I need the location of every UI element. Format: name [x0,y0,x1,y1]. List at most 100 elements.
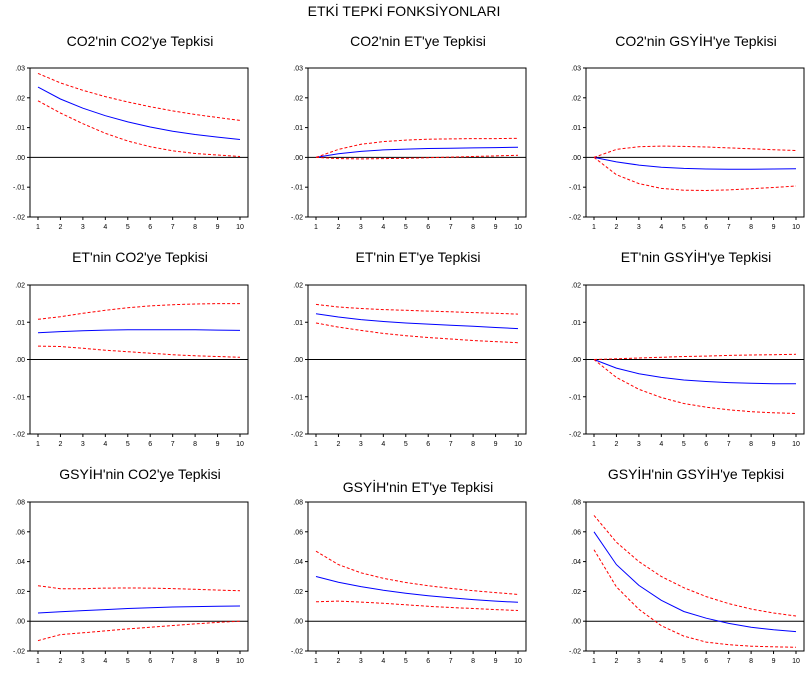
panel-title-co2-et: CO2'nin ET'ye Tepkisi [350,33,486,49]
upper-band-line [37,303,240,320]
y-tick-label: -.01 [569,185,581,192]
panel-title-et-et: ET'nin ET'ye Tepkisi [355,249,481,265]
y-tick-label: .08 [15,500,25,507]
lower-band-line [315,154,519,160]
lower-band-line [37,100,241,157]
y-tick-label: .06 [571,529,581,536]
x-tick-label: 9 [494,441,498,448]
upper-band-line [593,515,797,617]
y-tick-label: -.02 [13,649,25,656]
response-line [315,146,519,158]
x-tick-label: 10 [514,224,522,231]
y-tick-label: -.01 [291,185,303,192]
x-tick-label: 7 [449,658,453,665]
x-tick-label: 3 [359,441,363,448]
x-tick-label: 3 [359,658,363,665]
x-tick-label: 1 [314,441,318,448]
y-tick-label: .00 [571,155,581,162]
x-tick-label: 9 [772,441,776,448]
x-tick-label: 8 [193,441,197,448]
x-tick-label: 5 [404,441,408,448]
y-tick-label: .02 [15,283,25,290]
x-tick-label: 5 [126,441,130,448]
x-tick-label: 5 [682,441,686,448]
x-tick-label: 6 [704,658,708,665]
panel-co2-gsyih: .03 .02 .01 .00 -.01 -.02 1 2 3 4 5 6 7 8 9 10 [569,66,805,231]
response-line [315,576,519,603]
x-tick-label: 10 [792,441,800,448]
x-tick-label: 1 [314,658,318,665]
plot-frame [585,501,805,652]
x-tick-label: 1 [314,224,318,231]
lower-band-line [37,620,241,642]
response-line [37,329,241,334]
panel-et-co2: .02 .01 .00 -.01 -.02 1 2 3 4 5 6 7 8 9 10 [13,283,249,448]
y-tick-label: .06 [293,529,303,536]
x-tick-label: 6 [426,658,430,665]
x-tick-label: 4 [381,441,385,448]
x-tick-label: 6 [148,441,152,448]
x-tick-label: 6 [704,224,708,231]
x-tick-label: 8 [471,441,475,448]
y-tick-label: .02 [571,589,581,596]
lower-band-line [593,359,797,414]
y-tick-label: .02 [571,95,581,102]
y-tick-label: .00 [293,619,303,626]
x-tick-label: 9 [772,658,776,665]
panel-title-et-co2: ET'nin CO2'ye Tepkisi [72,249,208,265]
x-tick-label: 9 [494,224,498,231]
x-tick-label: 2 [336,224,340,231]
x-tick-label: 4 [103,658,107,665]
x-tick-label: 3 [81,224,85,231]
y-tick-label: -.01 [569,394,581,401]
x-tick-label: 8 [471,224,475,231]
y-tick-label: .03 [15,66,25,73]
x-tick-label: 7 [449,441,453,448]
x-tick-label: 2 [336,441,340,448]
y-tick-label: .08 [293,500,303,507]
x-tick-label: 6 [426,441,430,448]
x-tick-label: 3 [637,658,641,665]
x-tick-label: 4 [103,441,107,448]
response-line [593,156,797,170]
x-tick-label: 9 [216,224,220,231]
x-tick-label: 1 [592,441,596,448]
y-tick-label: .01 [571,320,581,327]
y-tick-label: -.02 [569,432,581,439]
y-tick-label: -.02 [569,215,581,222]
upper-band-line [315,550,519,595]
x-tick-label: 1 [36,658,40,665]
plot-frame [585,67,805,218]
panel-title-gsyih-co2: GSYİH'nin CO2'ye Tepkisi [59,466,221,482]
x-tick-label: 2 [58,441,62,448]
x-tick-label: 10 [514,658,522,665]
panel-et-gsyih: .02 .01 .00 -.01 -.02 1 2 3 4 5 6 7 8 9 10 [569,283,805,448]
plot-frame [307,501,527,652]
x-tick-label: 5 [404,224,408,231]
panel-gsyih-co2: .08 .06 .04 .02 .00 -.02 1 2 3 4 5 6 7 8 9 10 [13,500,249,665]
y-tick-label: .00 [293,155,303,162]
x-tick-label: 4 [659,224,663,231]
x-tick-label: 10 [792,658,800,665]
y-tick-label: .02 [293,95,303,102]
x-tick-label: 4 [103,224,107,231]
x-tick-label: 9 [494,658,498,665]
response-line [593,531,797,633]
panel-title-gsyih-gsyih: GSYİH'nin GSYİH'ye Tepkisi [607,466,785,482]
y-tick-label: .01 [15,320,25,327]
x-tick-label: 9 [216,441,220,448]
y-tick-label: .01 [15,125,25,132]
y-tick-label: -.02 [291,215,303,222]
x-tick-label: 8 [193,224,197,231]
x-tick-label: 2 [614,224,618,231]
x-tick-label: 10 [514,441,522,448]
y-tick-label: .00 [15,619,25,626]
x-tick-label: 4 [381,658,385,665]
y-tick-label: .02 [15,589,25,596]
response-line [315,313,519,330]
x-tick-label: 7 [727,441,731,448]
plot-frame [29,67,249,218]
lower-band-line [315,600,519,611]
x-tick-label: 1 [592,224,596,231]
